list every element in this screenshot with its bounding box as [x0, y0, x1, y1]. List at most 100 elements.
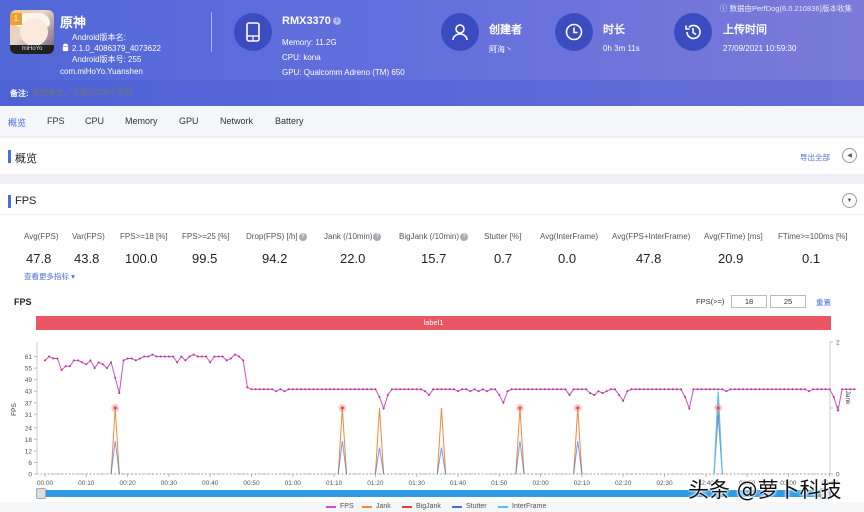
svg-text:03:10: 03:10 [822, 480, 839, 487]
svg-text:49: 49 [25, 377, 33, 384]
metric-value: 43.8 [74, 251, 100, 266]
legend-stutter[interactable]: Stutter [452, 503, 487, 510]
more-metrics-link[interactable]: 查看更多指标 ▾ [24, 272, 75, 281]
collapse-down-button[interactable]: ▼ [842, 193, 857, 208]
metric-value: 47.8 [636, 251, 662, 266]
svg-text:02:50: 02:50 [739, 480, 756, 487]
metric-value: 94.2 [262, 251, 288, 266]
app-name: 原神 [60, 15, 87, 30]
duration-value: 0h 3m 11s [603, 44, 640, 53]
legend-swatch [452, 505, 462, 508]
scrollbar-handle-left[interactable] [36, 488, 46, 499]
svg-text:02:10: 02:10 [574, 480, 591, 487]
legend-jank[interactable]: Jank [362, 503, 391, 510]
svg-text:18: 18 [25, 437, 33, 444]
svg-text:03:00: 03:00 [780, 480, 797, 487]
tab-cpu[interactable]: CPU [85, 116, 105, 126]
export-all-link[interactable]: 导出全部 [800, 153, 830, 162]
svg-text:6: 6 [28, 460, 32, 467]
tab-overview[interactable]: 概览 [8, 118, 27, 128]
device-gpu: GPU: Qualcomm Adreno (TM) 650 [282, 68, 405, 77]
device-cpu: CPU: kona [282, 53, 321, 62]
android-icon [62, 43, 69, 52]
app-icon: 1 miHoYo [10, 10, 54, 54]
svg-text:00:40: 00:40 [202, 480, 219, 487]
device-memory: Memory: 11.2G [282, 38, 337, 47]
legend-interframe[interactable]: InterFrame [498, 503, 546, 510]
info-icon[interactable]: i [332, 17, 341, 26]
timeline-scrollbar[interactable] [37, 490, 831, 497]
metric-value: 0.1 [802, 251, 821, 266]
tab-memory[interactable]: Memory [125, 116, 158, 126]
svg-text:02:40: 02:40 [698, 480, 715, 487]
legend-fps[interactable]: FPS [326, 503, 354, 510]
reset-button[interactable]: 重置 [816, 298, 831, 307]
svg-text:02:30: 02:30 [656, 480, 673, 487]
svg-text:43: 43 [25, 389, 33, 396]
tab-network[interactable]: Network [220, 116, 254, 126]
svg-text:01:30: 01:30 [409, 480, 426, 487]
watermark: 头条 @萝卜科技 [688, 478, 842, 502]
overview-title: 概览 [15, 153, 37, 165]
tab-gpu[interactable]: GPU [179, 116, 199, 126]
svg-text:FPS: FPS [11, 403, 18, 416]
section-marker [8, 150, 11, 163]
metric-label: FPS>=18 [%] [120, 232, 168, 241]
metric-value: 22.0 [340, 251, 366, 266]
svg-text:00:50: 00:50 [243, 480, 260, 487]
help-icon[interactable]: ? [298, 232, 307, 241]
svg-text:02:20: 02:20 [615, 480, 632, 487]
metric-label: Avg(FPS) [24, 232, 59, 241]
svg-text:55: 55 [25, 366, 33, 373]
metric-label: Var(FPS) [72, 232, 105, 241]
svg-text:2: 2 [836, 340, 840, 347]
panel-divider [0, 214, 864, 215]
remark-input[interactable] [32, 88, 232, 97]
metric-label: Stutter [%] [484, 232, 522, 241]
metric-label: FTime>=100ms [%] [778, 232, 848, 241]
remark-bar: 备注: [0, 80, 864, 106]
triangle-left-icon: ◀ [847, 153, 852, 159]
tab-fps[interactable]: FPS [47, 116, 65, 126]
svg-text:00:20: 00:20 [119, 480, 136, 487]
legend-swatch [362, 505, 372, 508]
metric-label: Avg(FTime) [ms] [704, 232, 763, 241]
svg-text:00:10: 00:10 [78, 480, 95, 487]
legend-swatch [402, 505, 412, 508]
help-icon[interactable]: ? [373, 232, 382, 241]
svg-text:01:10: 01:10 [326, 480, 343, 487]
legend-bigjank[interactable]: BigJank [402, 503, 441, 510]
metric-label: Avg(InterFrame) [540, 232, 599, 241]
metric-value: 100.0 [125, 251, 158, 266]
overview-panel: 概览 导出全部 ◀ [0, 138, 864, 174]
metric-value: 47.8 [26, 251, 52, 266]
phone-icon [234, 13, 272, 51]
remark-label: 备注: [10, 89, 29, 98]
fps-threshold-input-1[interactable] [731, 295, 767, 308]
user-icon [441, 13, 479, 51]
scrollbar-handle-right[interactable] [820, 488, 830, 499]
creator-value: 阿海丶 [489, 45, 513, 54]
svg-text:Jank: Jank [844, 391, 851, 405]
svg-text:24: 24 [25, 425, 33, 432]
legend-swatch [498, 505, 508, 508]
svg-text:12: 12 [25, 448, 33, 455]
upload-time-title: 上传时间 [723, 24, 767, 36]
svg-text:0: 0 [28, 472, 32, 479]
metric-label: Jank (/10min)? [324, 232, 382, 241]
triangle-down-icon: ▼ [846, 197, 853, 204]
fps-threshold-input-2[interactable] [770, 295, 806, 308]
svg-text:31: 31 [25, 412, 33, 419]
metric-label: Drop(FPS) [/h]? [246, 232, 307, 241]
svg-text:01:50: 01:50 [491, 480, 508, 487]
metric-label: BigJank (/10min)? [399, 232, 469, 241]
help-icon[interactable]: ? [460, 232, 469, 241]
tab-battery[interactable]: Battery [275, 116, 304, 126]
duration-title: 时长 [603, 24, 625, 36]
header-divider [211, 12, 212, 52]
section-marker [8, 195, 11, 208]
perfdog-version-note: ⓘ 数据由PerfDog(6.0.210836)版本收集 [719, 4, 852, 13]
collapse-left-button[interactable]: ◀ [842, 148, 857, 163]
label-bar[interactable]: label1 [36, 316, 831, 330]
